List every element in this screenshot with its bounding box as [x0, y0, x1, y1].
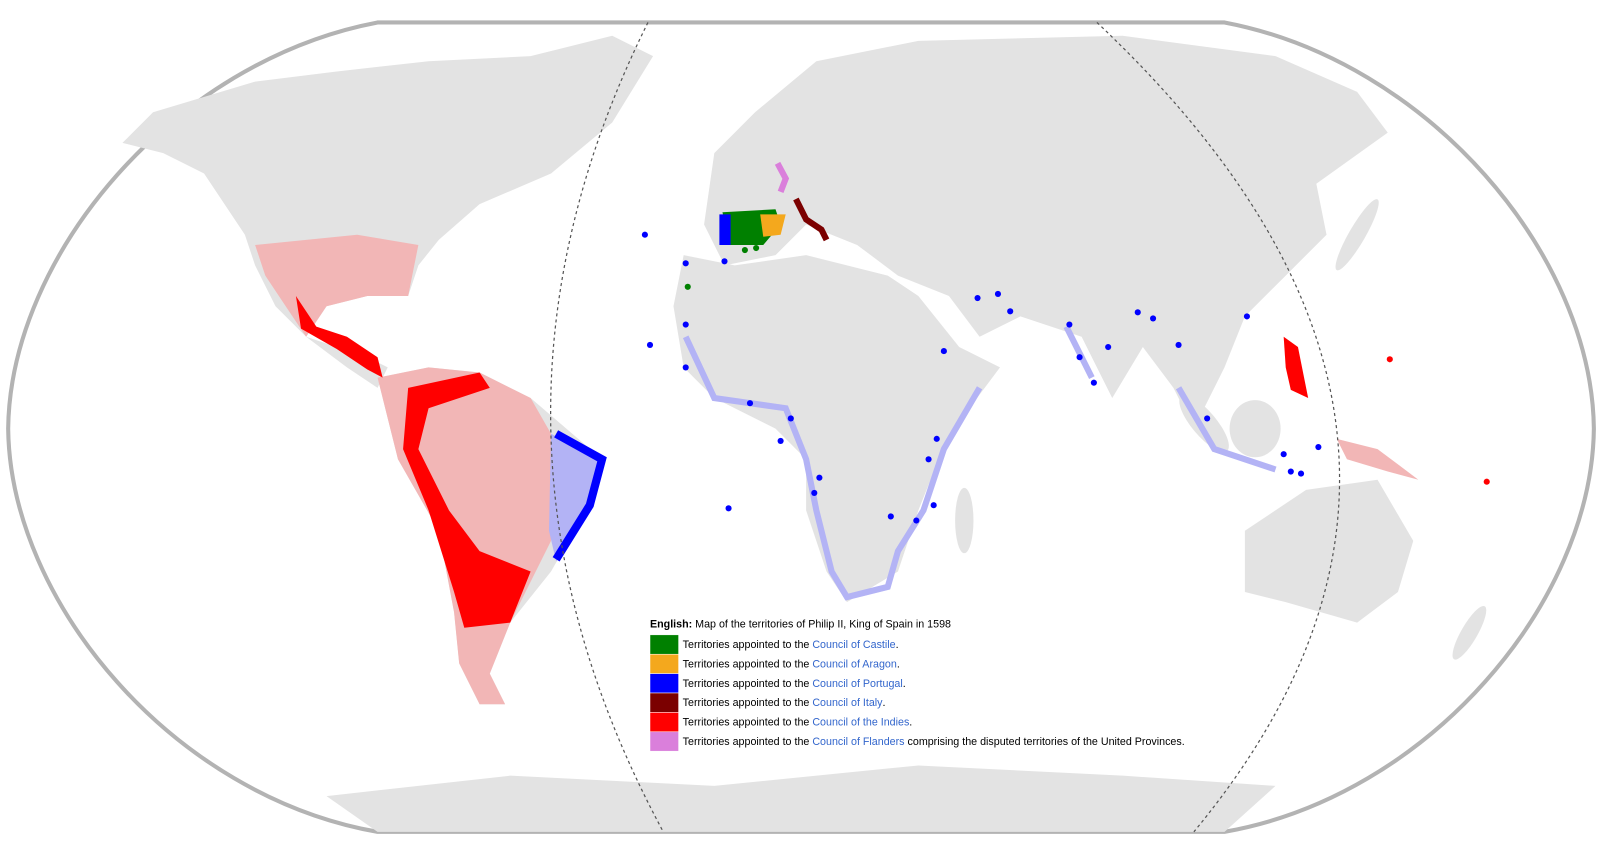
legend-entry: Territories appointed to the Council of … [683, 716, 913, 728]
legend-prefix: Territories appointed to the [683, 736, 813, 748]
legend-suffix: . [909, 716, 912, 728]
legend-link[interactable]: Council of Aragon [812, 658, 897, 670]
outpost [1076, 354, 1083, 361]
legend-swatch [649, 692, 679, 713]
outpost [994, 290, 1002, 298]
legend-prefix: Territories appointed to the [683, 716, 813, 728]
legend-prefix: Territories appointed to the [683, 678, 813, 690]
legend-title-text: Map of the territories of Philip II, Kin… [692, 618, 951, 630]
outpost [641, 231, 648, 238]
japan [1335, 199, 1379, 271]
outpost [682, 321, 689, 328]
legend-swatch [649, 673, 679, 694]
outpost [746, 400, 754, 407]
outpost [887, 513, 894, 520]
legend-prefix: Territories appointed to the [683, 658, 813, 670]
outpost [913, 517, 920, 524]
outpost [1280, 451, 1287, 458]
outpost [1105, 343, 1112, 351]
outpost [682, 364, 689, 371]
legend-link[interactable]: Council of Italy [812, 697, 883, 709]
portugal-brazil-coast [552, 430, 607, 562]
outpost [1243, 313, 1250, 320]
outpost [1297, 470, 1305, 477]
aragon-iberia [760, 214, 786, 237]
meridian-right [1096, 22, 1341, 833]
outpost [930, 502, 937, 509]
outpost [777, 437, 784, 444]
portugal-asia-coast [1063, 325, 1277, 473]
indies-outpost [1483, 478, 1490, 485]
outpost [925, 456, 932, 463]
legend-link[interactable]: Council of Flanders [812, 736, 904, 748]
legend-suffix: . [903, 678, 906, 690]
indies-outpost [1386, 356, 1393, 363]
outposts [641, 231, 1490, 524]
legend-suffix: . [897, 658, 900, 670]
legend-entry: Territories appointed to the Council of … [683, 697, 886, 709]
legend-label: English: [650, 618, 692, 630]
outpost [933, 435, 940, 442]
outpost [1287, 468, 1294, 475]
outpost [646, 341, 654, 349]
legend-prefix: Territories appointed to the [683, 639, 813, 651]
indies-philippines [1283, 336, 1309, 399]
castile-outpost [684, 283, 691, 290]
new-zealand [1452, 605, 1487, 660]
castile-outpost [753, 244, 760, 252]
outpost [682, 260, 689, 267]
antarctica [326, 765, 1276, 832]
outpost [1315, 443, 1322, 451]
outpost [816, 474, 823, 481]
legend-swatch [649, 712, 679, 733]
outpost [811, 489, 818, 497]
castile-outpost [741, 246, 748, 254]
africa [673, 255, 1000, 603]
legend-entry: Territories appointed to the Council of … [683, 658, 900, 670]
legend: English: Map of the territories of Phili… [649, 618, 1185, 752]
outpost [974, 294, 981, 302]
outpost [1066, 321, 1073, 328]
outpost [1134, 309, 1141, 316]
outpost [1175, 341, 1182, 349]
outpost [1090, 379, 1097, 386]
italy [793, 197, 830, 242]
legend-suffix: comprising the disputed territories of t… [905, 736, 1185, 748]
legend-suffix: . [896, 639, 899, 651]
outpost [1007, 308, 1014, 315]
eurasia [704, 35, 1388, 429]
legend-suffix: . [883, 697, 886, 709]
legend-swatch [649, 653, 679, 674]
legend-link[interactable]: Council of Castile [812, 639, 895, 651]
territories [255, 161, 1419, 705]
outpost [940, 348, 947, 355]
legend-swatch [649, 731, 679, 752]
north-america [122, 35, 654, 388]
flanders [774, 161, 790, 193]
madagascar [955, 487, 974, 554]
legend-title: English: Map of the territories of Phili… [650, 618, 951, 630]
outpost [787, 415, 794, 422]
legend-link[interactable]: Council of Portugal [812, 678, 902, 690]
indies-mexico [295, 295, 383, 378]
australia [1244, 479, 1414, 623]
indies-mexico-area [255, 234, 419, 337]
portugal-iberia [719, 214, 731, 245]
portugal-africa-coast [682, 335, 983, 601]
outpost [1150, 315, 1157, 322]
legend-entry: Territories appointed to the Council of … [683, 736, 1185, 748]
legend-swatch [649, 634, 679, 655]
legend-prefix: Territories appointed to the [683, 697, 813, 709]
indies-new-guinea [1336, 438, 1419, 480]
outpost [1204, 415, 1211, 422]
outpost [721, 258, 728, 265]
portugal-brazil-area [548, 433, 603, 562]
indies-andes [403, 372, 531, 628]
legend-entry: Territories appointed to the Council of … [683, 678, 906, 690]
legend-link[interactable]: Council of the Indies [812, 716, 909, 728]
legend-entry: Territories appointed to the Council of … [683, 639, 899, 651]
outpost [725, 505, 732, 512]
borneo [1229, 400, 1281, 458]
